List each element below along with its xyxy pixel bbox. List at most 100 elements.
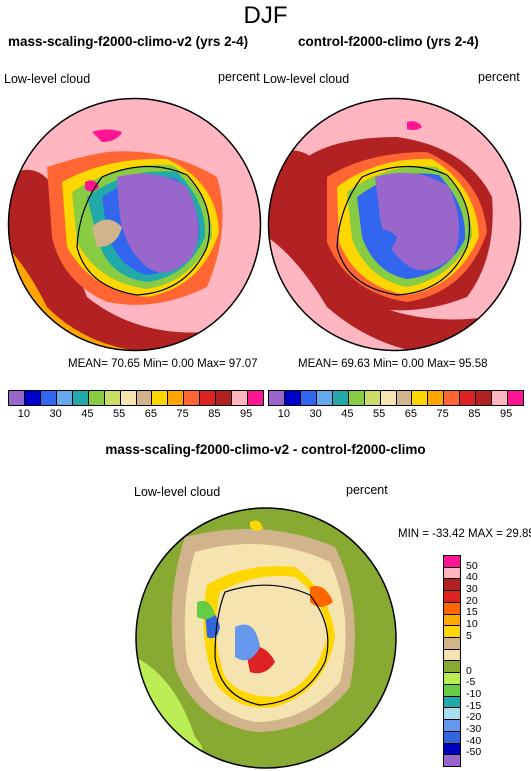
panel3-polar-map <box>135 507 397 769</box>
panel2-colorbar-swatch <box>492 391 509 405</box>
panel3-units-label: percent <box>346 483 388 497</box>
panel3-colorbar-tick-label: -15 <box>466 699 482 712</box>
panel2-colorbar-tick-label: 75 <box>436 408 449 420</box>
panel3-stats: MIN = -33.42 MAX = 29.85 <box>398 528 531 540</box>
panel3-title: mass-scaling-f2000-climo-v2 - control-f2… <box>105 442 426 457</box>
panel1-colorbar-swatch <box>40 391 57 405</box>
panel1-colorbar-tick-label: 75 <box>176 408 189 420</box>
panel3-colorbar-swatch <box>444 743 460 756</box>
panel2-colorbar-swatch <box>412 391 429 405</box>
panel3-colorbar-tick-label: 40 <box>466 571 478 584</box>
panel1-colorbar-swatch <box>168 391 185 405</box>
panel1-colorbar-tick-label: 10 <box>17 408 30 420</box>
panel1-stats: MEAN= 70.65 Min= 0.00 Max= 97.07 <box>68 358 258 370</box>
panel2-colorbar-swatch <box>380 391 397 405</box>
panel3-colorbar-swatch <box>444 684 460 697</box>
panel3-colorbar-tick-label: 50 <box>466 559 478 572</box>
panel2-colorbar-swatch <box>332 391 349 405</box>
panel3-colorbar-swatch <box>444 755 460 766</box>
panel2-colorbar-tick-label: 55 <box>373 408 386 420</box>
panel2-colorbar-tick-label: 95 <box>500 408 513 420</box>
panel3-colorbar-tick-label: -40 <box>466 734 482 747</box>
panel2-colorbar-swatch <box>364 391 381 405</box>
panel1-colorbar-swatch <box>216 391 233 405</box>
figure-title: DJF <box>243 2 288 29</box>
panel3-colorbar-swatch <box>444 731 460 744</box>
panel1-colorbar-swatch <box>120 391 137 405</box>
panel2-colorbar-tick-label: 10 <box>277 408 290 420</box>
panel3-colorbar-tick-label: 10 <box>466 618 478 630</box>
panel2-colorbar-swatch <box>508 391 523 405</box>
panel2-polar-map <box>267 97 522 352</box>
panel2-colorbar <box>268 390 524 406</box>
panel3-colorbar-swatch <box>444 696 460 709</box>
panel3-colorbar-swatch <box>444 591 460 603</box>
panel3-colorbar-swatch <box>444 614 460 627</box>
panel3-colorbar-tick-label: -10 <box>466 688 482 700</box>
panel2-colorbar-tick-label: 45 <box>341 408 354 420</box>
panel2-colorbar-swatch <box>269 391 285 405</box>
panel3-colorbar-swatch <box>444 673 460 685</box>
panel3-colorbar-tick-label: -30 <box>466 723 482 735</box>
panel2-colorbar-swatch <box>460 391 477 405</box>
panel1-colorbar-tick-label: 45 <box>81 408 94 420</box>
panel3-colorbar-swatch <box>444 720 460 732</box>
panel1-colorbar-swatch <box>56 391 73 405</box>
panel2-colorbar-swatch <box>284 391 301 405</box>
panel3-colorbar-tick-label: 15 <box>466 606 478 619</box>
panel3-colorbar-tick-label: 30 <box>466 583 478 595</box>
panel1-colorbar-swatch <box>136 391 153 405</box>
panel1-title: mass-scaling-f2000-climo-v2 (yrs 2-4) <box>8 34 249 49</box>
panel1-colorbar-swatch <box>88 391 105 405</box>
panel1-colorbar-swatch <box>184 391 201 405</box>
panel3-colorbar-swatch <box>444 602 460 615</box>
panel3-colorbar-swatch <box>444 567 460 580</box>
panel1-colorbar-tick-label: 95 <box>240 408 253 420</box>
panel1-colorbar-swatch <box>72 391 89 405</box>
panel3-colorbar-tick-label: -50 <box>466 746 482 759</box>
panel3-colorbar-swatch <box>444 626 460 639</box>
panel3-colorbar-tick-label: 20 <box>466 594 478 607</box>
panel3-colorbar-tick-label: -5 <box>466 676 476 689</box>
panel1-colorbar-tick-label: 30 <box>49 408 62 420</box>
panel1-colorbar-tick-label: 65 <box>144 408 157 420</box>
panel1-colorbar <box>8 390 264 406</box>
panel2-colorbar-swatch <box>476 391 493 405</box>
panel3-colorbar-swatch <box>444 638 460 650</box>
panel1-units-label: percent <box>218 70 260 84</box>
panel3-colorbar-swatch <box>444 556 460 568</box>
panel1-colorbar-swatch <box>248 391 263 405</box>
panel2-colorbar-swatch <box>444 391 461 405</box>
panel2-stats: MEAN= 69.63 Min= 0.00 Max= 95.58 <box>298 358 488 370</box>
panel2-colorbar-tick-label: 85 <box>468 408 481 420</box>
panel3-colorbar-tick-label: 0 <box>466 664 472 677</box>
panel1-colorbar-tick-label: 85 <box>208 408 221 420</box>
panel2-colorbar-swatch <box>396 391 413 405</box>
panel2-colorbar-swatch <box>348 391 365 405</box>
panel3-colorbar-swatch <box>444 708 460 721</box>
panel3-colorbar-tick-label: 5 <box>466 629 472 642</box>
panel3-variable-label: Low-level cloud <box>134 485 221 499</box>
panel3-colorbar-swatch <box>444 661 460 674</box>
panel2-variable-label: Low-level cloud <box>263 72 350 86</box>
panel1-variable-label: Low-level cloud <box>4 72 91 86</box>
panel3-colorbar-tick-label: -20 <box>466 711 482 724</box>
panel1-colorbar-tick-label: 55 <box>113 408 126 420</box>
panel2-colorbar-tick-label: 30 <box>309 408 322 420</box>
panel3-colorbar-swatch <box>444 579 460 592</box>
panel1-polar-map <box>7 97 262 352</box>
panel1-colorbar-swatch <box>152 391 169 405</box>
panel2-colorbar-swatch <box>316 391 333 405</box>
panel2-colorbar-tick-label: 65 <box>404 408 417 420</box>
panel3-colorbar-swatch <box>444 649 460 662</box>
panel1-colorbar-swatch <box>200 391 217 405</box>
panel2-colorbar-swatch <box>300 391 317 405</box>
panel2-title: control-f2000-climo (yrs 2-4) <box>298 34 479 49</box>
panel1-colorbar-swatch <box>24 391 41 405</box>
panel2-colorbar-swatch <box>428 391 445 405</box>
panel1-colorbar-swatch <box>9 391 25 405</box>
panel1-colorbar-swatch <box>232 391 249 405</box>
panel3-colorbar <box>443 555 461 767</box>
panel2-units-label: percent <box>478 70 520 84</box>
panel1-colorbar-swatch <box>104 391 121 405</box>
